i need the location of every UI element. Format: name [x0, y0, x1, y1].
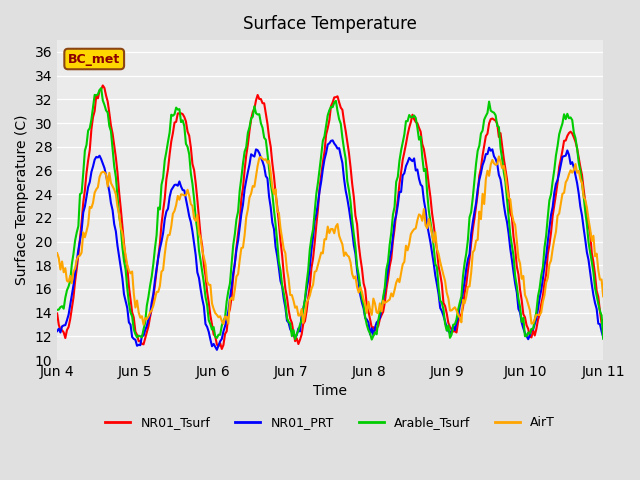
- Text: BC_met: BC_met: [68, 52, 120, 65]
- Y-axis label: Surface Temperature (C): Surface Temperature (C): [15, 115, 29, 285]
- X-axis label: Time: Time: [313, 384, 347, 398]
- Legend: NR01_Tsurf, NR01_PRT, Arable_Tsurf, AirT: NR01_Tsurf, NR01_PRT, Arable_Tsurf, AirT: [100, 411, 560, 434]
- Title: Surface Temperature: Surface Temperature: [243, 15, 417, 33]
